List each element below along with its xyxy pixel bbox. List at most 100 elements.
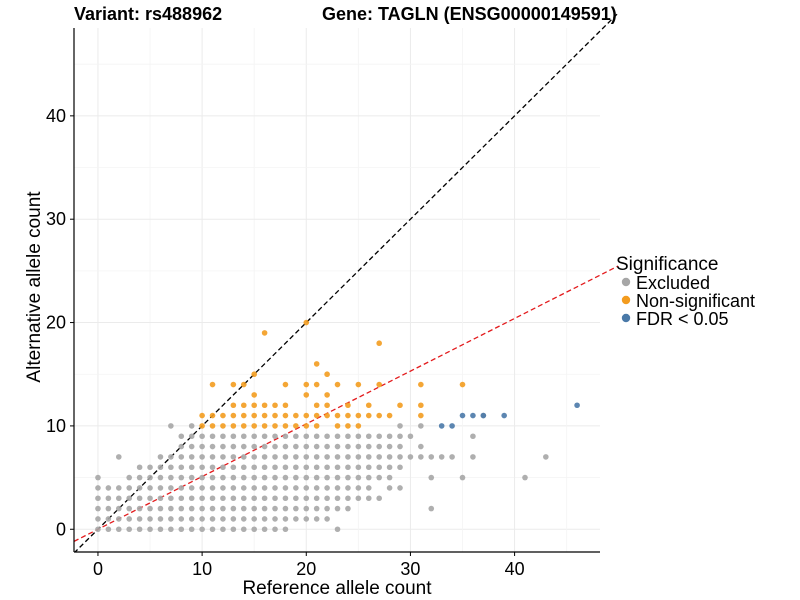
data-point <box>209 505 216 512</box>
data-point <box>282 526 289 533</box>
x-axis-title: Reference allele count <box>242 578 432 599</box>
data-point <box>418 454 424 460</box>
data-point <box>240 443 247 450</box>
data-point <box>293 505 299 512</box>
fit-reference-line <box>73 265 618 542</box>
legend-title: Significance <box>616 254 718 275</box>
data-point <box>324 454 330 460</box>
data-point <box>397 454 403 460</box>
data-point <box>334 412 341 419</box>
data-point <box>418 381 424 388</box>
data-point <box>261 505 268 512</box>
data-point <box>313 485 320 491</box>
data-point <box>376 340 382 347</box>
data-point <box>293 443 299 450</box>
data-point <box>334 464 341 471</box>
data-point <box>293 464 299 471</box>
data-point <box>272 505 278 512</box>
data-point <box>230 443 237 450</box>
data-point <box>251 423 257 429</box>
data-point <box>220 505 226 512</box>
data-point <box>365 464 372 471</box>
data-point <box>230 423 237 429</box>
data-point <box>209 433 216 440</box>
plot-grid <box>74 28 600 552</box>
data-point <box>386 464 393 471</box>
data-point <box>345 474 351 481</box>
data-point <box>313 443 320 450</box>
data-point <box>376 495 382 502</box>
y-tick-label: 20 <box>46 313 66 333</box>
data-point <box>157 495 164 502</box>
data-point <box>230 454 237 460</box>
data-point <box>251 526 257 533</box>
data-point <box>157 505 164 512</box>
data-point <box>95 474 101 481</box>
data-point <box>230 474 237 481</box>
data-point <box>251 371 257 378</box>
data-point <box>147 526 153 533</box>
data-point <box>480 412 487 419</box>
data-point <box>168 464 174 471</box>
data-point <box>365 433 372 440</box>
data-point <box>261 412 268 419</box>
legend-label: Non-significant <box>636 291 755 311</box>
data-point <box>220 443 226 450</box>
data-point <box>147 505 153 512</box>
data-point <box>324 474 330 481</box>
data-point <box>240 495 247 502</box>
data-point <box>115 495 122 502</box>
data-point <box>303 454 310 460</box>
data-point <box>282 505 289 512</box>
data-point <box>220 433 226 440</box>
data-point <box>365 402 372 409</box>
data-point <box>251 412 257 419</box>
data-point <box>126 495 133 502</box>
data-point <box>157 516 164 522</box>
data-point <box>282 412 289 419</box>
identity-reference-line <box>74 12 618 552</box>
legend-key <box>621 277 631 287</box>
data-point <box>365 495 372 502</box>
series-non-significant <box>199 319 466 429</box>
data-point <box>293 485 299 491</box>
data-point <box>324 433 330 440</box>
data-point <box>230 433 237 440</box>
data-point <box>303 516 310 522</box>
data-point <box>105 526 112 533</box>
data-point <box>303 505 310 512</box>
data-point <box>199 412 205 419</box>
data-point <box>178 464 185 471</box>
data-point <box>293 516 299 522</box>
data-point <box>470 433 476 440</box>
y-tick-label: 30 <box>46 209 66 229</box>
data-point <box>136 485 143 491</box>
data-point <box>345 433 351 440</box>
data-point <box>386 474 393 481</box>
data-point <box>449 423 455 429</box>
data-point <box>147 495 153 502</box>
data-point <box>168 474 174 481</box>
data-point <box>345 454 351 460</box>
data-point <box>365 454 372 460</box>
data-point <box>220 454 226 460</box>
chart-title-variant: Variant: rs488962 <box>74 4 222 24</box>
data-point <box>168 485 174 491</box>
data-point <box>313 412 320 419</box>
data-point <box>324 464 330 471</box>
data-point <box>209 412 216 419</box>
data-point <box>345 464 351 471</box>
data-point <box>178 485 185 491</box>
data-point <box>188 423 195 429</box>
x-tick-label: 20 <box>296 559 316 579</box>
data-point <box>272 474 278 481</box>
data-point <box>178 433 185 440</box>
data-point <box>334 505 341 512</box>
data-point <box>272 443 278 450</box>
data-point <box>188 505 195 512</box>
data-point <box>428 505 435 512</box>
data-point <box>261 443 268 450</box>
data-point <box>261 526 268 533</box>
data-point <box>428 454 435 460</box>
data-point <box>365 412 372 419</box>
